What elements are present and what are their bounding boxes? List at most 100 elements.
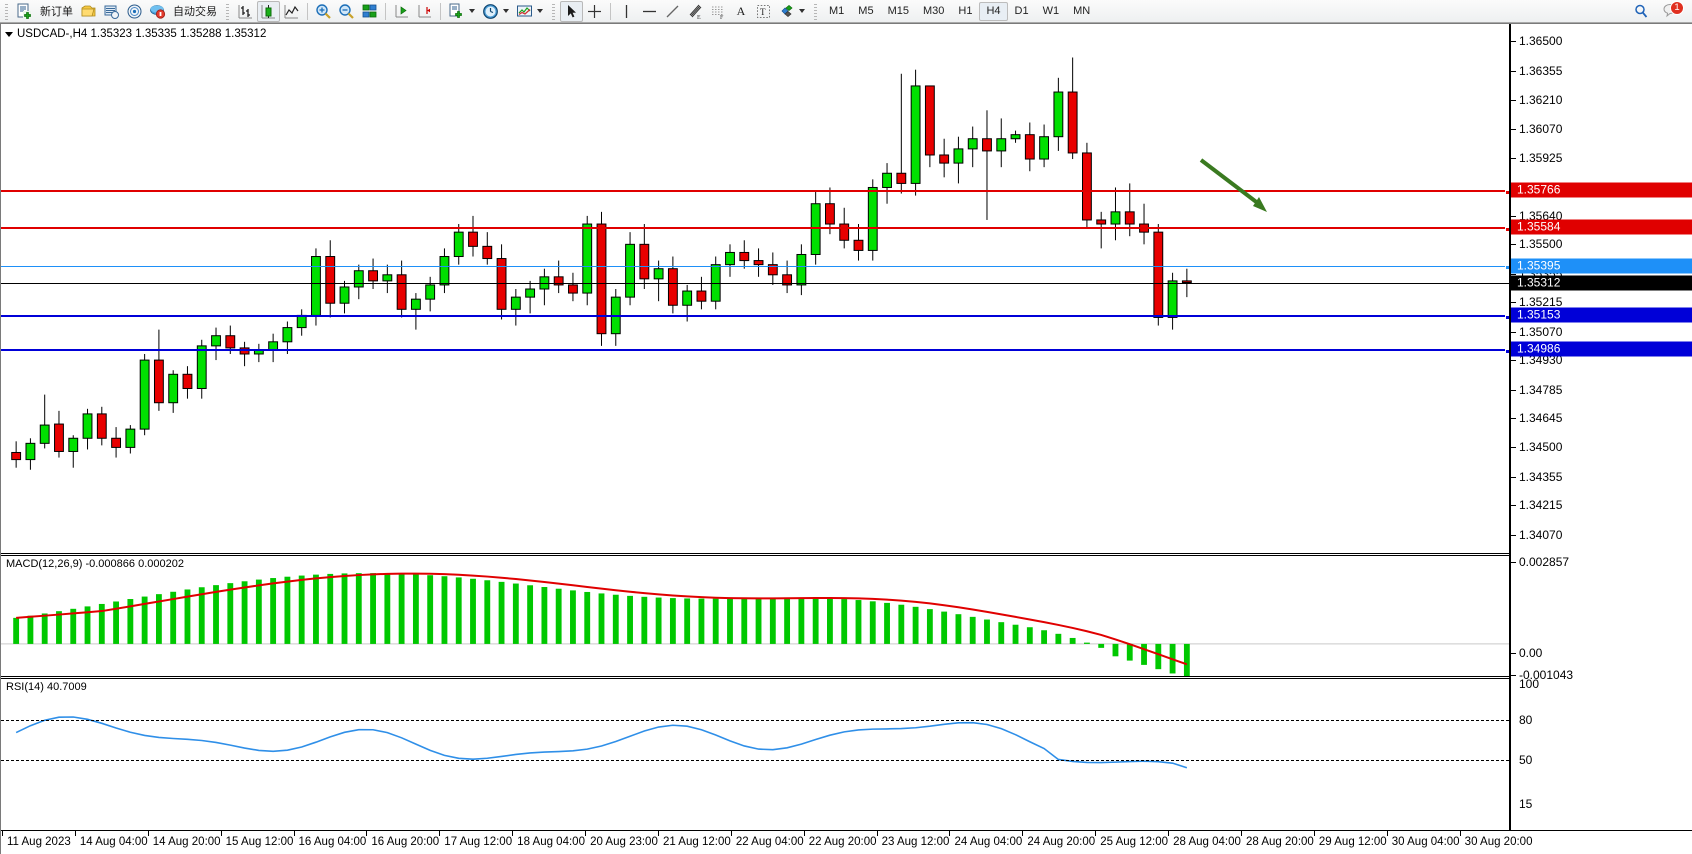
- shapes-caret-icon[interactable]: [799, 9, 805, 13]
- price-tick: [1511, 128, 1516, 130]
- price-level-handle[interactable]: [1505, 314, 1509, 320]
- signals-button[interactable]: [123, 1, 146, 22]
- timeframe-m1-button[interactable]: M1: [829, 5, 845, 17]
- zoom-in-icon: [316, 3, 331, 19]
- crosshair-button[interactable]: [583, 1, 606, 22]
- time-tick: [1386, 831, 1388, 836]
- toolbar-grip-timeframes[interactable]: [812, 2, 819, 20]
- support-tag-1[interactable]: 1.35153: [1511, 307, 1692, 323]
- rsi-label: RSI(14) 40.7009: [6, 681, 87, 693]
- timeframe-m5-button[interactable]: M5: [858, 5, 874, 17]
- timeframe-d1-button[interactable]: D1: [1014, 5, 1029, 17]
- macd-tick-label: -0.001043: [1519, 668, 1574, 682]
- trendline-icon: [666, 5, 679, 17]
- zoom-in-button[interactable]: [312, 1, 335, 22]
- resistance-tag-2[interactable]: 1.35584: [1511, 219, 1692, 235]
- macd-series: [1, 572, 1509, 676]
- toolbar-grip-charttypes[interactable]: [224, 2, 231, 20]
- price-tick: [1511, 70, 1516, 72]
- price-level-handle[interactable]: [1505, 348, 1509, 354]
- equidistant-channel-button[interactable]: E: [684, 1, 707, 22]
- price-level-1.35312[interactable]: [1, 282, 1509, 284]
- timeframe-mn-button[interactable]: MN: [1073, 5, 1091, 17]
- macd-label: MACD(12,26,9) -0.000866 0.000202: [6, 558, 184, 570]
- symbol-collapse-icon[interactable]: [5, 31, 13, 37]
- price-tick: [1511, 100, 1516, 102]
- time-tick: [949, 831, 951, 836]
- last-price-tag[interactable]: 1.35312: [1511, 275, 1692, 290]
- tile-windows-button[interactable]: [358, 1, 381, 22]
- line-chart-button[interactable]: [280, 1, 303, 22]
- text-button[interactable]: A: [730, 1, 752, 22]
- periods-caret-icon[interactable]: [503, 9, 509, 13]
- chart-plot-area[interactable]: USDCAD-,H4 1.35323 1.35335 1.35288 1.353…: [1, 24, 1510, 830]
- time-axis[interactable]: 11 Aug 2023 14 Aug 04:00 14 Aug 20:00 15 Au…: [1, 830, 1692, 854]
- chart-window[interactable]: USDCAD-,H4 1.35323 1.35335 1.35288 1.353…: [0, 23, 1692, 854]
- timeframe-m15-button[interactable]: M15: [887, 5, 909, 17]
- time-tick-label: 22 Aug 04:00: [735, 836, 804, 848]
- timeframe-h1-button[interactable]: H1: [958, 5, 973, 17]
- indicators-caret-icon[interactable]: [469, 9, 475, 13]
- price-tick: [1511, 273, 1516, 275]
- text-label-button[interactable]: T: [752, 1, 775, 22]
- time-tick: [1168, 831, 1170, 836]
- search-button[interactable]: [1630, 1, 1653, 22]
- pane-separator-1[interactable]: [1, 553, 1509, 554]
- price-level-handle[interactable]: [1505, 264, 1509, 270]
- auto-trading-button[interactable]: [146, 1, 169, 22]
- toolbar-grip-tools[interactable]: [550, 2, 557, 20]
- candlestick-chart-button[interactable]: [257, 0, 280, 22]
- macd-tick: [1511, 675, 1516, 676]
- bar-chart-button[interactable]: [234, 1, 257, 22]
- time-tick: [1095, 831, 1097, 836]
- svg-text:T: T: [760, 7, 766, 17]
- bid-tag[interactable]: 1.35395: [1511, 258, 1692, 274]
- vertical-line-button[interactable]: [615, 1, 638, 22]
- data-window-button[interactable]: [100, 1, 123, 22]
- price-tick-label: 1.35640: [1519, 208, 1563, 223]
- price-level-handle[interactable]: [1505, 227, 1509, 233]
- trendline-button[interactable]: [661, 1, 684, 22]
- time-tick-label: 28 Aug 20:00: [1246, 836, 1314, 848]
- rsi-level-50: [1, 760, 1509, 761]
- price-level-handle[interactable]: [1505, 190, 1509, 196]
- toolbar-grip-orders[interactable]: [3, 2, 10, 20]
- price-tick: [1511, 534, 1516, 536]
- resistance-tag-1[interactable]: 1.35766: [1511, 182, 1692, 198]
- time-tick: [366, 831, 368, 836]
- price-level-1.35766[interactable]: [1, 190, 1509, 196]
- templates-caret-icon[interactable]: [537, 9, 543, 13]
- fibonacci-button[interactable]: F: [707, 1, 730, 22]
- chart-shift-button[interactable]: [413, 1, 436, 22]
- rsi-pane[interactable]: RSI(14) 40.7009: [1, 679, 1509, 830]
- price-tick: [1511, 476, 1516, 478]
- price-level-1.35395[interactable]: [1, 264, 1509, 270]
- zoom-out-button[interactable]: [335, 1, 358, 22]
- macd-pane[interactable]: MACD(12,26,9) -0.000866 0.000202: [1, 556, 1509, 676]
- new-order-button[interactable]: [13, 1, 36, 22]
- timeframe-m30-button[interactable]: M30: [922, 5, 945, 17]
- expert-advisors-button[interactable]: [77, 1, 100, 22]
- periods-button[interactable]: [479, 1, 502, 22]
- support-tag-2[interactable]: 1.34986: [1511, 341, 1692, 357]
- price-level-1.35584[interactable]: [1, 227, 1509, 233]
- templates-button[interactable]: [513, 1, 536, 22]
- auto-scroll-button[interactable]: [390, 1, 413, 22]
- price-level-1.35153[interactable]: [1, 314, 1509, 320]
- price-pane[interactable]: [1, 24, 1509, 553]
- price-axis[interactable]: 1.36500 1.36355 1.36210 1.36070 1.35925 1.356…: [1510, 24, 1692, 830]
- price-level-1.34986[interactable]: [1, 348, 1509, 354]
- timeframe-w1-button[interactable]: W1: [1042, 5, 1060, 17]
- timeframe-h4-button[interactable]: H4: [979, 1, 1008, 21]
- price-tick-label: 1.34645: [1519, 410, 1563, 425]
- time-tick-label: 11 Aug 2023: [7, 836, 71, 848]
- pane-separator-2[interactable]: [1, 676, 1509, 677]
- line-chart-icon: [284, 4, 299, 18]
- cursor-button[interactable]: [560, 0, 583, 22]
- indicators-button[interactable]: [445, 1, 468, 22]
- price-tick: [1511, 447, 1516, 449]
- time-tick-label: 14 Aug 20:00: [152, 836, 221, 848]
- shapes-button[interactable]: [775, 1, 798, 22]
- horizontal-line-button[interactable]: [638, 1, 661, 22]
- notification-button[interactable]: 1: [1659, 0, 1684, 22]
